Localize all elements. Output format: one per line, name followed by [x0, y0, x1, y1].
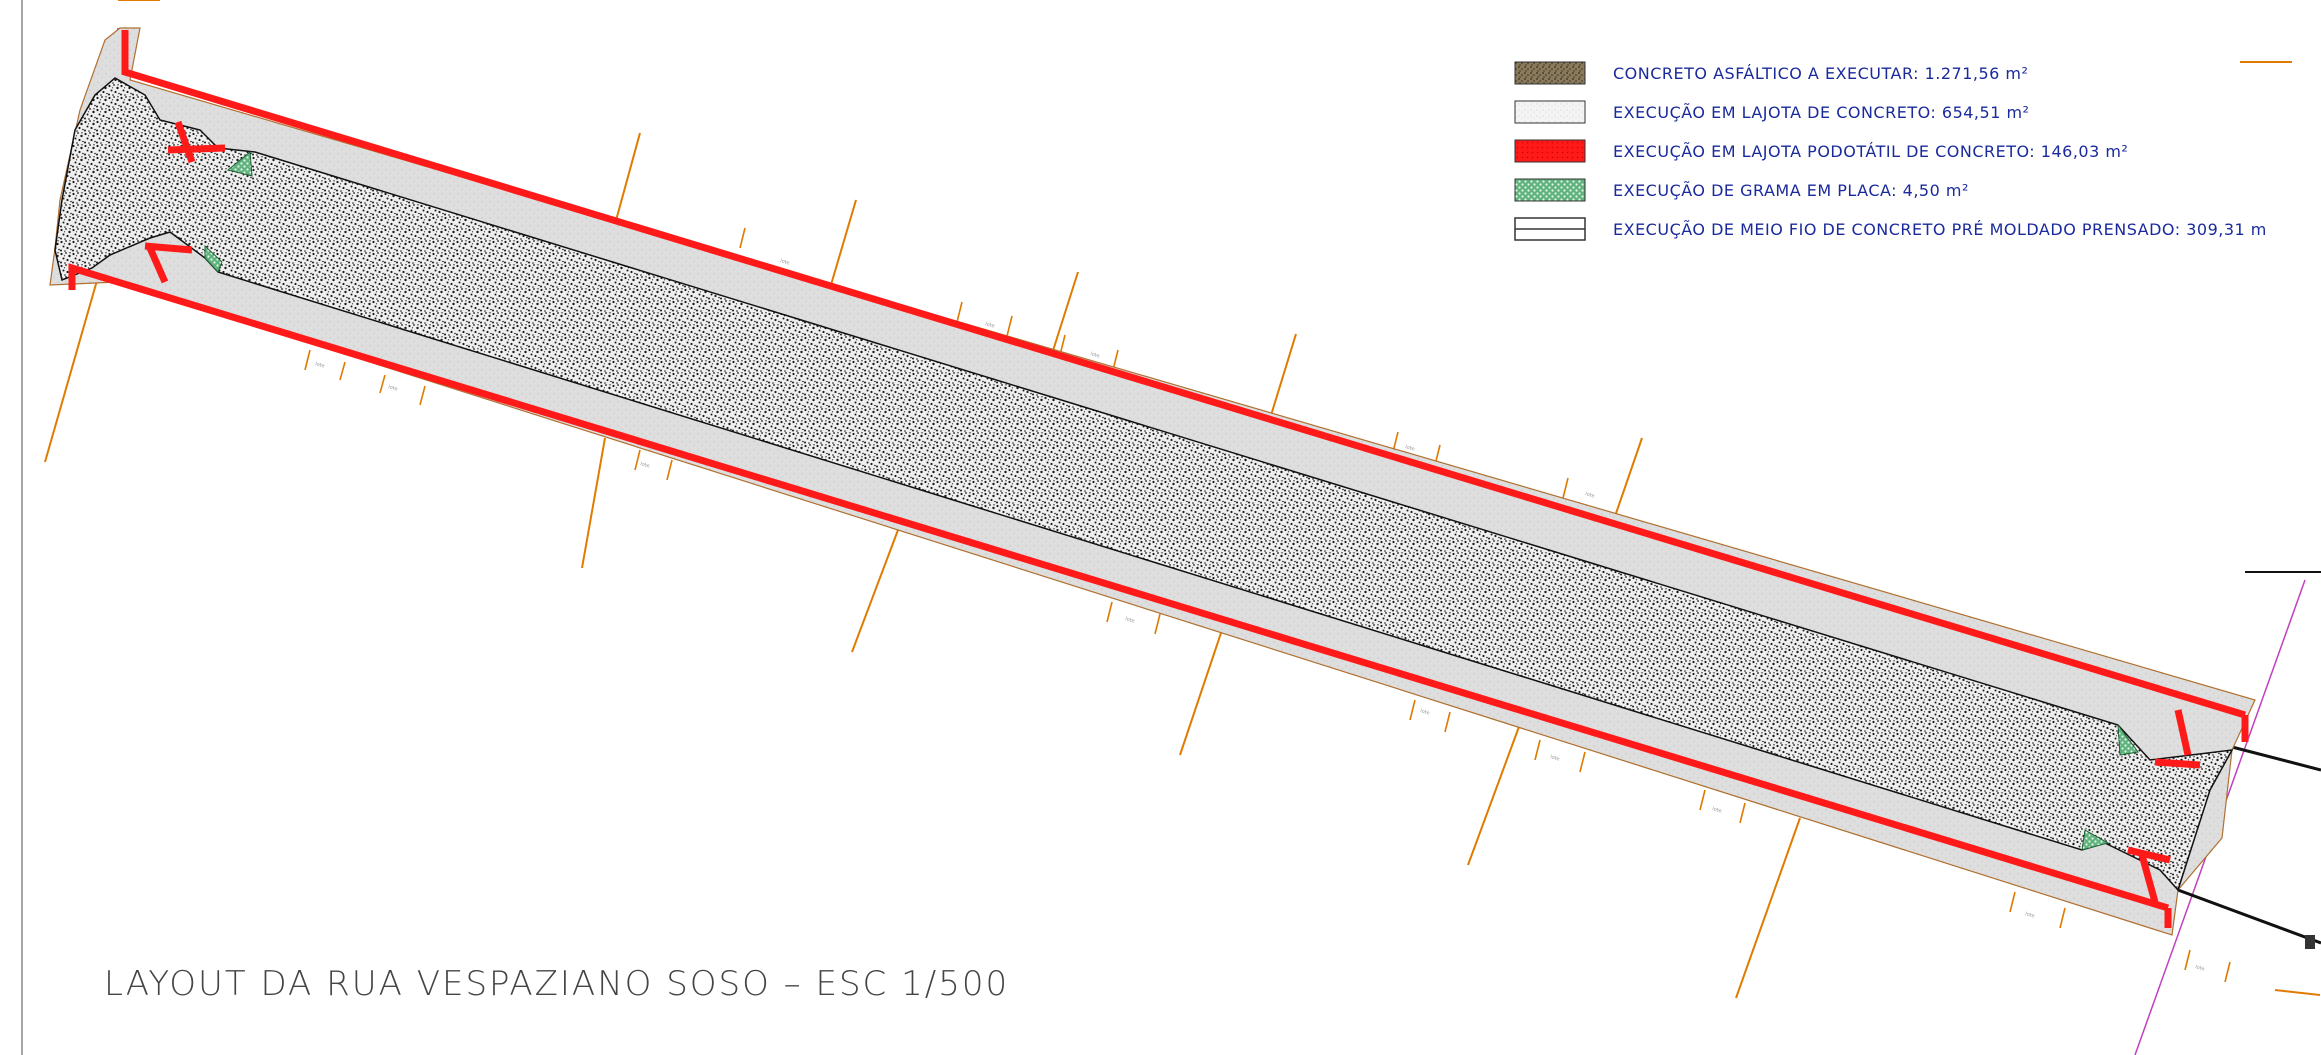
svg-text:lote: lote	[779, 258, 790, 266]
drawing-title: LAYOUT DA RUA VESPAZIANO SOSO – ESC 1/50…	[104, 964, 1009, 1004]
svg-text:lote: lote	[1089, 351, 1100, 359]
legend-label-curb: EXECUÇÃO DE MEIO FIO DE CONCRETO PRÉ MOL…	[1613, 220, 2267, 239]
legend-item-tactile-tile: EXECUÇÃO EM LAJOTA PODOTÁTIL DE CONCRETO…	[1514, 139, 2128, 163]
legend-item-grass: EXECUÇÃO DE GRAMA EM PLACA: 4,50 m²	[1514, 178, 1969, 202]
svg-text:lote: lote	[1124, 616, 1135, 624]
lot-tick-marks	[304, 227, 2231, 983]
svg-text:lote: lote	[1549, 754, 1560, 762]
legend-swatch-concrete-tile	[1514, 100, 1586, 124]
svg-text:lote: lote	[387, 384, 398, 392]
legend-label-asphalt: CONCRETO ASFÁLTICO A EXECUTAR: 1.271,56 …	[1613, 64, 2028, 83]
svg-text:lote: lote	[1419, 708, 1430, 716]
svg-text:lote: lote	[1584, 491, 1595, 499]
legend-swatch-grass	[1514, 178, 1586, 202]
svg-text:lote: lote	[2024, 911, 2035, 919]
lot-labels: lote lote lote lote lote lote lote lote …	[314, 258, 2205, 972]
lot-division-lines	[44, 0, 2321, 999]
svg-text:lote: lote	[1404, 444, 1415, 452]
svg-text:lote: lote	[639, 461, 650, 469]
svg-text:lote: lote	[1711, 806, 1722, 814]
legend-label-concrete-tile: EXECUÇÃO EM LAJOTA DE CONCRETO: 654,51 m…	[1613, 103, 2029, 122]
legend-item-concrete-tile: EXECUÇÃO EM LAJOTA DE CONCRETO: 654,51 m…	[1514, 100, 2029, 124]
grass-patches	[204, 151, 2139, 851]
legend-swatch-tactile-tile	[1514, 139, 1586, 163]
svg-text:lote: lote	[984, 321, 995, 329]
legend: CONCRETO ASFÁLTICO A EXECUTAR: 1.271,56 …	[1514, 61, 2267, 241]
svg-text:lote: lote	[2194, 964, 2205, 972]
legend-label-grass: EXECUÇÃO DE GRAMA EM PLACA: 4,50 m²	[1613, 181, 1969, 200]
tactile-paving-strips	[68, 30, 2249, 928]
legend-item-curb: EXECUÇÃO DE MEIO FIO DE CONCRETO PRÉ MOL…	[1514, 217, 2267, 241]
legend-label-tactile-tile: EXECUÇÃO EM LAJOTA PODOTÁTIL DE CONCRETO…	[1613, 142, 2128, 161]
adjacent-road-lines	[2177, 571, 2321, 945]
adjacent-marker	[2305, 935, 2315, 949]
legend-item-asphalt: CONCRETO ASFÁLTICO A EXECUTAR: 1.271,56 …	[1514, 61, 2028, 85]
svg-text:lote: lote	[314, 361, 325, 369]
legend-swatch-asphalt	[1514, 61, 1586, 85]
